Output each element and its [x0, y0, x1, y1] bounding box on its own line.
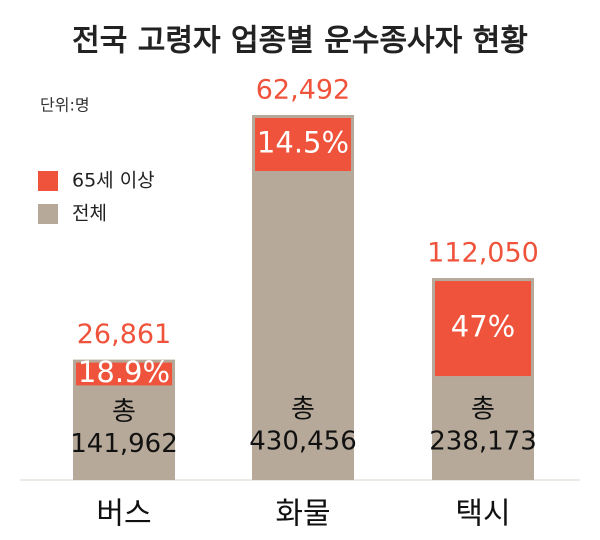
total-value-label: 430,456 — [249, 427, 357, 457]
senior-bar — [435, 281, 531, 377]
category-label: 버스 — [96, 497, 151, 532]
total-value-label: 141,962 — [70, 429, 178, 459]
total-value-label: 238,173 — [429, 427, 537, 457]
total-prefix: 총 — [112, 397, 136, 427]
chart-title: 전국 고령자 업종별 운수종사자 현황 — [72, 24, 528, 59]
senior-bar — [76, 362, 172, 386]
share-label: 18.9% — [78, 355, 170, 389]
total-prefix: 총 — [471, 395, 495, 425]
total-prefix: 총 — [291, 395, 315, 425]
category-label: 화물 — [275, 497, 330, 532]
senior-value-label: 112,050 — [427, 238, 539, 269]
legend-label: 전체 — [72, 203, 107, 225]
share-label: 14.5% — [257, 125, 349, 159]
senior-value-label: 62,492 — [256, 75, 350, 106]
unit-label: 단위:명 — [40, 96, 90, 115]
legend-swatch — [38, 204, 58, 224]
legend-label: 65세 이상 — [72, 170, 155, 192]
share-label: 47% — [451, 310, 515, 344]
total-bar — [252, 115, 354, 480]
category-label: 택시 — [455, 497, 510, 532]
senior-bar — [255, 118, 351, 171]
legend-swatch — [38, 171, 58, 191]
senior-value-label: 26,861 — [77, 319, 171, 350]
